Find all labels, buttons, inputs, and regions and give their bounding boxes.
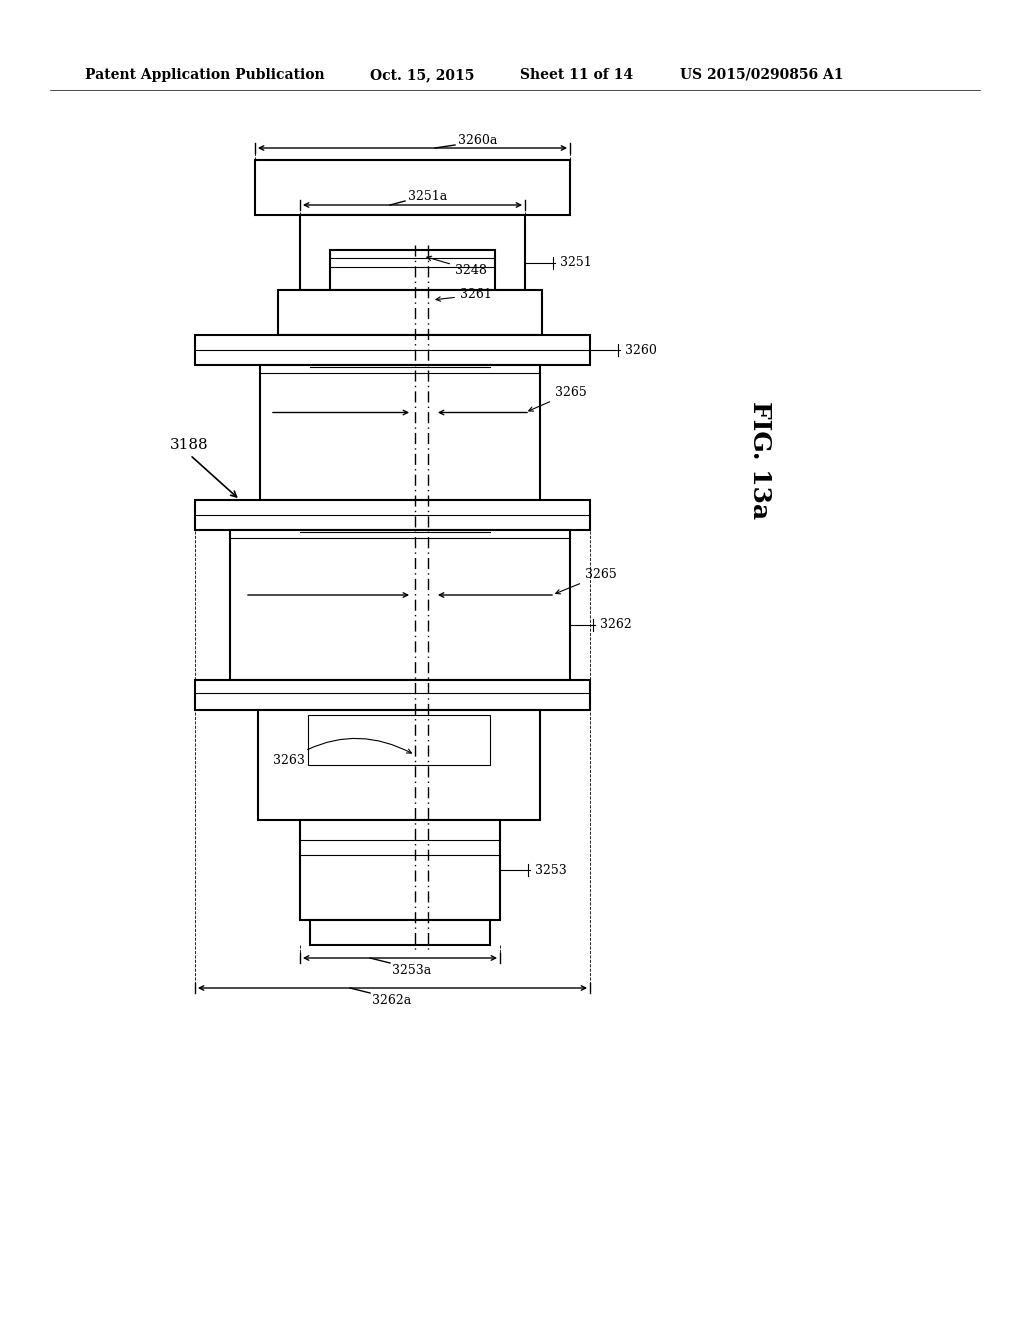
Text: FIG. 13a: FIG. 13a [748, 401, 772, 519]
Bar [195, 680, 590, 710]
Bar [300, 215, 525, 290]
Bar [330, 249, 495, 290]
Bar [230, 531, 570, 680]
Text: 3253: 3253 [535, 863, 566, 876]
Bar [258, 710, 540, 820]
Bar [300, 820, 500, 920]
Text: 3251a: 3251a [408, 190, 447, 202]
Text: 3248: 3248 [427, 256, 486, 276]
Text: 3262a: 3262a [372, 994, 412, 1006]
Bar [195, 500, 590, 531]
Text: 3260a: 3260a [458, 133, 498, 147]
Bar [308, 715, 490, 766]
Text: 3263: 3263 [273, 738, 412, 767]
Bar [278, 290, 542, 335]
Text: 3265: 3265 [556, 569, 616, 594]
Text: 3260: 3260 [625, 343, 656, 356]
Bar [195, 335, 590, 366]
Text: US 2015/0290856 A1: US 2015/0290856 A1 [680, 69, 844, 82]
Text: Patent Application Publication: Patent Application Publication [85, 69, 325, 82]
Bar [260, 366, 540, 500]
Text: 3262: 3262 [600, 619, 632, 631]
Text: Sheet 11 of 14: Sheet 11 of 14 [520, 69, 633, 82]
Text: 3188: 3188 [170, 438, 209, 451]
Text: 3251: 3251 [560, 256, 592, 269]
Text: 3265: 3265 [528, 385, 587, 411]
Bar [310, 920, 490, 945]
Bar [255, 160, 570, 215]
Text: 3253a: 3253a [392, 964, 431, 977]
Text: 3261: 3261 [436, 289, 492, 301]
Text: Oct. 15, 2015: Oct. 15, 2015 [370, 69, 474, 82]
